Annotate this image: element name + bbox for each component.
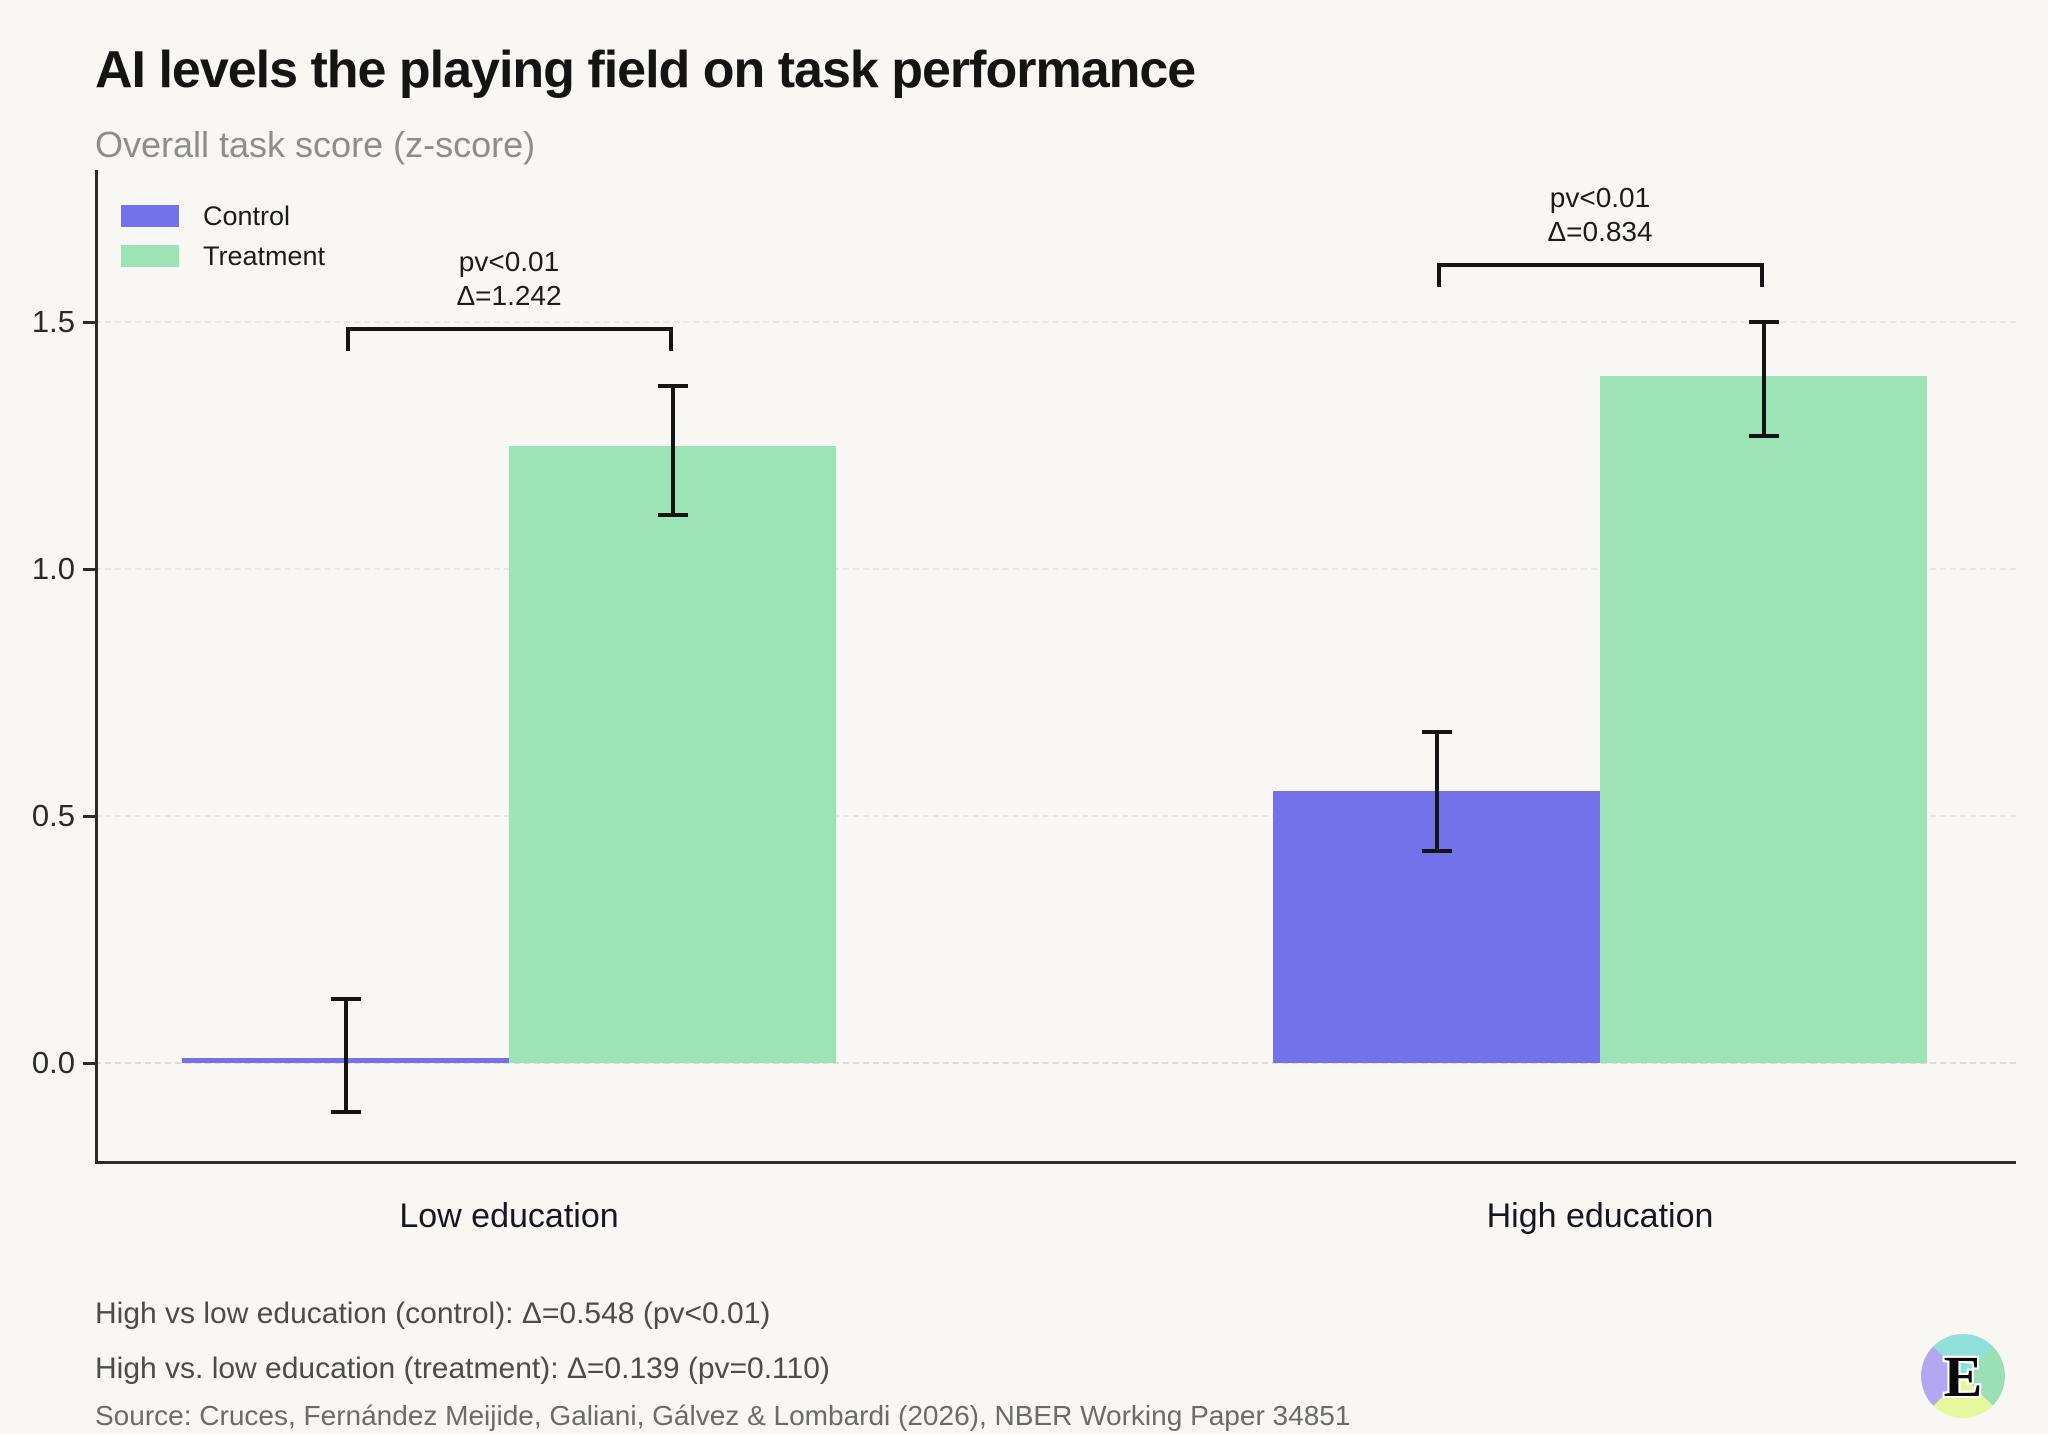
sig-bracket-0 bbox=[345, 326, 673, 331]
y-tick-1.0 bbox=[83, 568, 95, 571]
gridline-1.0 bbox=[95, 568, 2016, 570]
y-tick-label-1.0: 1.0 bbox=[31, 551, 75, 586]
legend-item-control: Control bbox=[121, 196, 325, 236]
legend-item-treatment: Treatment bbox=[121, 236, 325, 276]
error-cap-top-control-0 bbox=[330, 996, 361, 1001]
footnote-control-delta: High vs low education (control): Δ=0.548… bbox=[95, 1297, 771, 1330]
publisher-logo: E bbox=[1921, 1334, 2005, 1418]
sig-annotation-line: Δ=0.834 bbox=[1547, 215, 1653, 247]
legend-swatch-treatment bbox=[121, 245, 179, 267]
source-credit: Source: Cruces, Fernández Meijide, Galia… bbox=[95, 1400, 1351, 1431]
y-axis-line bbox=[95, 170, 98, 1161]
y-tick-0.0 bbox=[83, 1062, 95, 1065]
legend: Control Treatment bbox=[121, 196, 325, 276]
sig-bracket-1 bbox=[1436, 262, 1764, 267]
sig-bracket-right-0 bbox=[668, 326, 673, 351]
chart-title: AI levels the playing field on task perf… bbox=[95, 41, 1196, 99]
gridline-0.5 bbox=[95, 815, 2016, 817]
sig-bracket-left-1 bbox=[1436, 262, 1441, 287]
y-tick-label-1.5: 1.5 bbox=[31, 304, 75, 339]
error-cap-top-treatment-0 bbox=[657, 384, 688, 389]
chart-subtitle: Overall task score (z-score) bbox=[95, 124, 536, 165]
error-bar-control-1 bbox=[1434, 732, 1439, 851]
legend-label-control: Control bbox=[203, 200, 291, 231]
y-tick-label-0.5: 0.5 bbox=[31, 798, 75, 833]
sig-annotation-line: pv<0.01 bbox=[1549, 181, 1651, 213]
footnote-treatment-delta: High vs. low education (treatment): Δ=0.… bbox=[95, 1352, 830, 1385]
error-bar-treatment-1 bbox=[1761, 322, 1766, 436]
sig-annotation-1: pv<0.01 Δ=0.834 bbox=[1547, 181, 1652, 249]
sig-bracket-left-0 bbox=[345, 326, 350, 351]
sig-annotation-line: Δ=1.242 bbox=[456, 279, 562, 311]
error-cap-bottom-control-0 bbox=[330, 1110, 361, 1115]
gridline-0.0 bbox=[95, 1062, 2016, 1064]
error-cap-top-control-1 bbox=[1421, 730, 1452, 735]
x-axis-line bbox=[95, 1161, 2016, 1164]
error-cap-bottom-treatment-0 bbox=[657, 512, 688, 517]
error-bar-control-0 bbox=[343, 998, 348, 1113]
bar-treatment-0 bbox=[509, 445, 836, 1063]
legend-label-treatment: Treatment bbox=[203, 240, 326, 271]
sig-annotation-line: pv<0.01 bbox=[458, 245, 560, 277]
y-tick-1.5 bbox=[83, 321, 95, 324]
x-axis-label-0: Low education bbox=[399, 1197, 619, 1235]
y-tick-0.5 bbox=[83, 815, 95, 818]
x-axis-label-1: High education bbox=[1486, 1197, 1714, 1235]
error-cap-bottom-control-1 bbox=[1421, 848, 1452, 853]
legend-swatch-control bbox=[121, 205, 179, 227]
logo-letter-e: E bbox=[1943, 1343, 1983, 1409]
bar-treatment-1 bbox=[1600, 376, 1927, 1063]
gridline-1.5 bbox=[95, 321, 2016, 323]
error-cap-bottom-treatment-1 bbox=[1748, 433, 1779, 438]
error-bar-treatment-0 bbox=[670, 386, 675, 515]
error-cap-top-treatment-1 bbox=[1748, 320, 1779, 324]
sig-annotation-0: pv<0.01 Δ=1.242 bbox=[456, 245, 561, 313]
y-tick-label-0.0: 0.0 bbox=[31, 1045, 75, 1080]
sig-bracket-right-1 bbox=[1759, 262, 1764, 287]
